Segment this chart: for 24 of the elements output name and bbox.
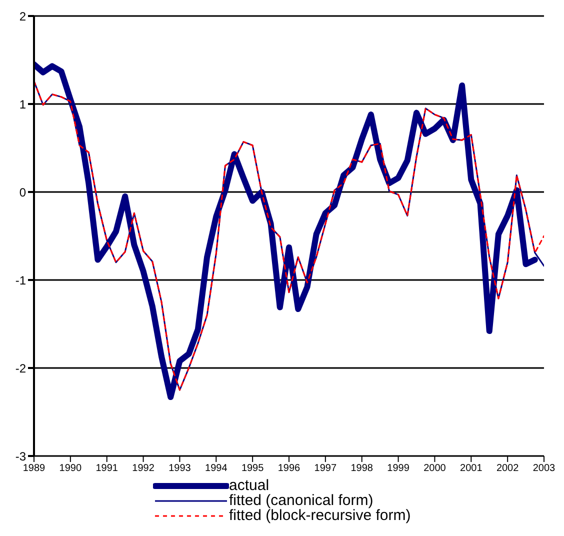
legend-label: fitted (block-recursive form) bbox=[229, 507, 411, 524]
x-tick-label: 1991 bbox=[96, 463, 118, 474]
x-tick-label: 2001 bbox=[460, 463, 483, 474]
x-tick-label: 1999 bbox=[387, 463, 410, 474]
x-tick-label: 1992 bbox=[132, 463, 155, 474]
x-tick-label: 1998 bbox=[350, 463, 374, 474]
y-tick-label: 0 bbox=[19, 185, 26, 200]
y-tick-label: -3 bbox=[15, 449, 26, 464]
x-tick-label: 1994 bbox=[205, 463, 228, 474]
x-tick-label: 1989 bbox=[22, 463, 46, 474]
x-tick-label: 1990 bbox=[59, 463, 82, 474]
legend-label: actual bbox=[229, 477, 270, 494]
x-tick-label: 1997 bbox=[314, 463, 337, 474]
legend-label: fitted (canonical form) bbox=[229, 492, 374, 509]
y-tick-label: -2 bbox=[15, 361, 26, 376]
x-tick-label: 1995 bbox=[241, 463, 264, 474]
x-tick-label: 2000 bbox=[424, 463, 446, 474]
x-tick-label: 1993 bbox=[168, 463, 192, 474]
x-tick-label: 2002 bbox=[496, 463, 520, 474]
x-tick-label: 1996 bbox=[278, 463, 301, 474]
y-tick-label: -1 bbox=[15, 273, 26, 288]
x-tick-label: 2003 bbox=[532, 463, 556, 474]
y-tick-label: 1 bbox=[19, 97, 26, 112]
y-tick-label: 2 bbox=[19, 9, 26, 24]
